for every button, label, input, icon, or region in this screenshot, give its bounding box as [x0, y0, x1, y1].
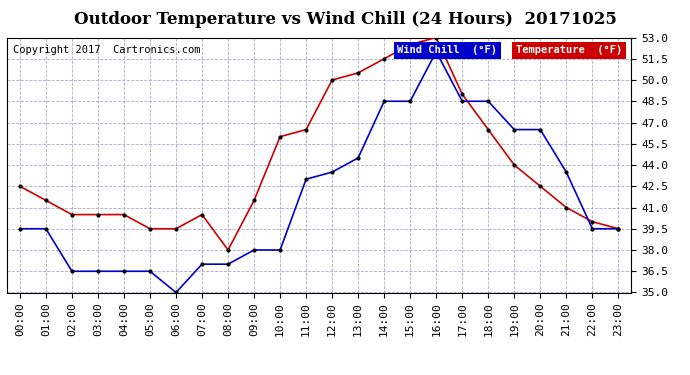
Text: Copyright 2017  Cartronics.com: Copyright 2017 Cartronics.com: [13, 45, 201, 55]
Text: Wind Chill  (°F): Wind Chill (°F): [397, 45, 497, 55]
Text: Temperature  (°F): Temperature (°F): [516, 45, 622, 55]
Text: Outdoor Temperature vs Wind Chill (24 Hours)  20171025: Outdoor Temperature vs Wind Chill (24 Ho…: [74, 11, 616, 28]
